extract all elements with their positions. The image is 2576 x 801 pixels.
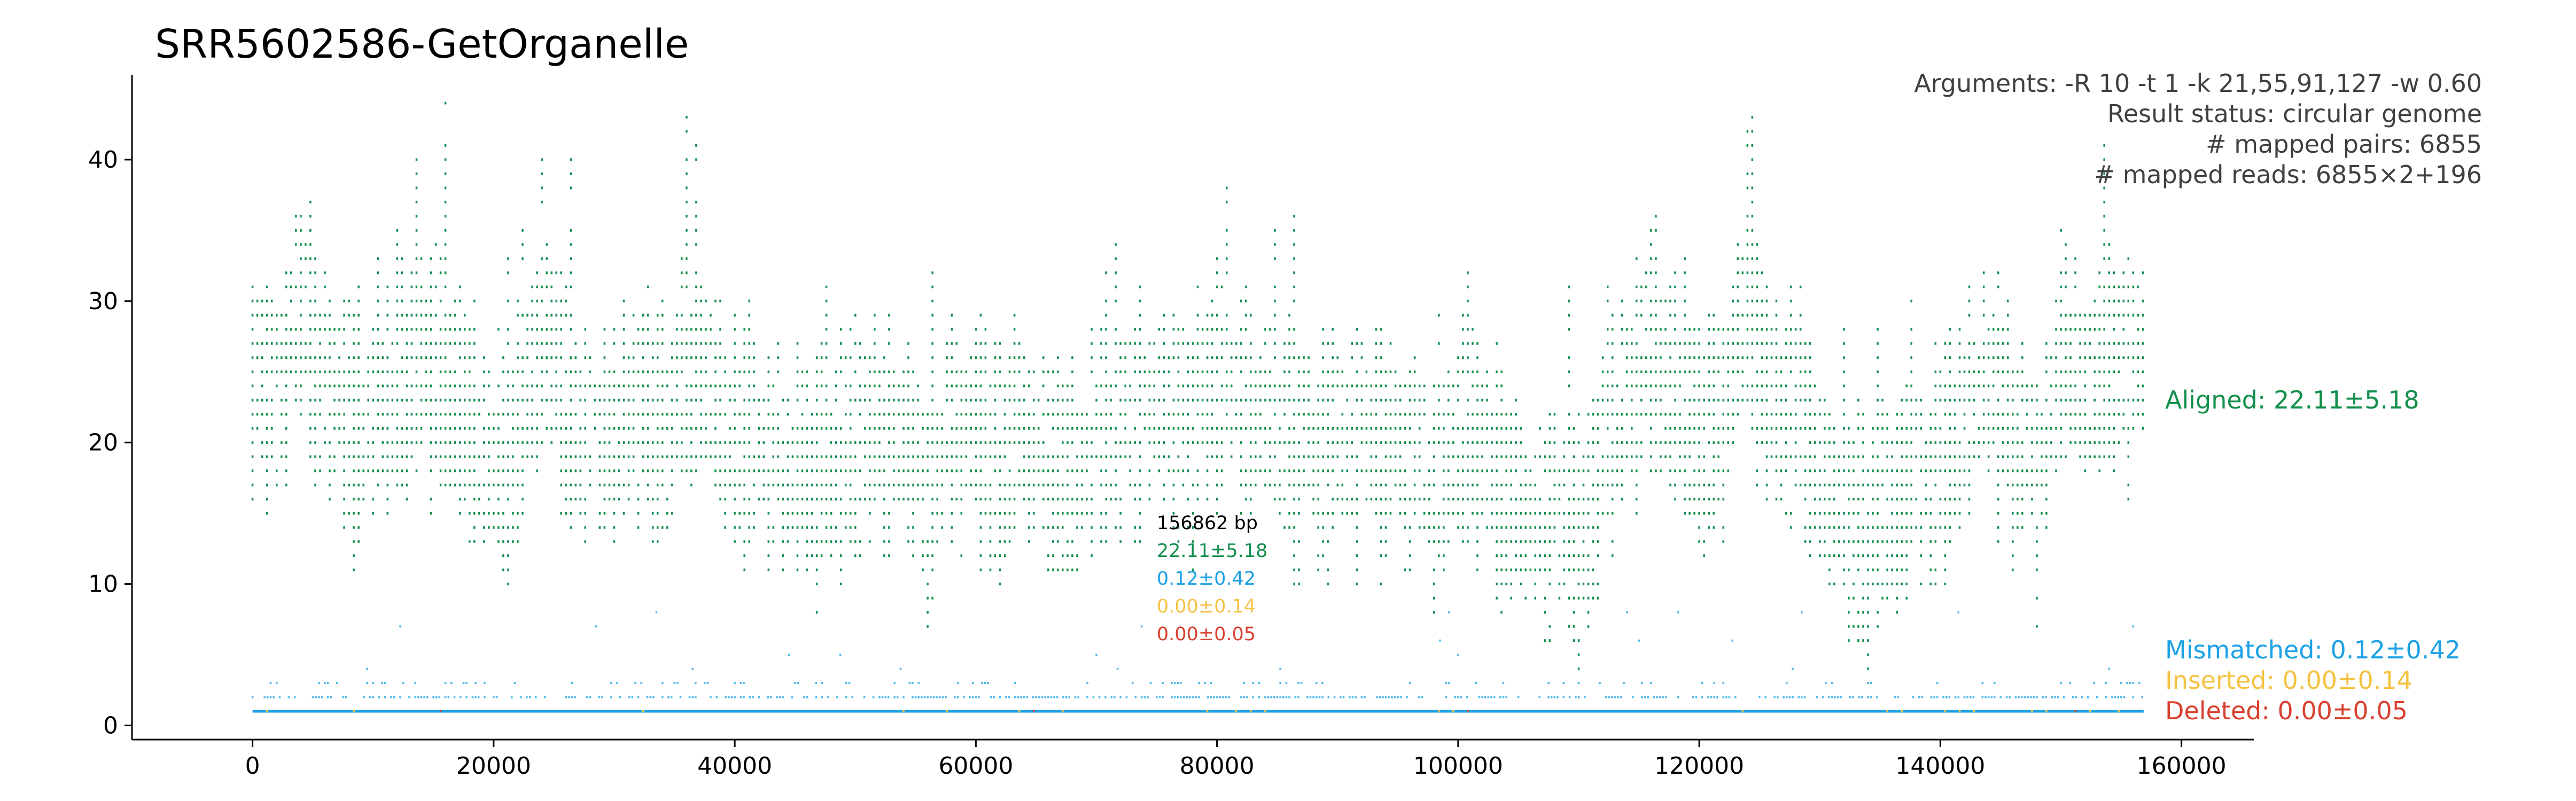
center-annotation: 156862 bp 22.11±5.18 0.12±0.42 0.00±0.14…	[1157, 513, 1267, 645]
x-tick-label: 140000	[1895, 752, 1985, 780]
mismatched-points	[251, 611, 2144, 713]
y-tick-label: 30	[88, 288, 118, 315]
annotation-deleted: 0.00±0.05	[1157, 624, 1256, 645]
annotation-inserted: 0.00±0.14	[1157, 596, 1256, 617]
annotation-length: 156862 bp	[1157, 513, 1258, 534]
mismatched-series	[251, 611, 2144, 698]
info-block: Arguments: -R 10 -t 1 -k 21,55,91,127 -w…	[1914, 69, 2482, 189]
x-tick-label: 0	[245, 752, 260, 780]
legend-deleted: Deleted: 0.00±0.05	[2165, 696, 2408, 725]
y-tick-label: 40	[88, 146, 118, 174]
y-tick-label: 20	[88, 429, 118, 457]
info-arguments: Arguments: -R 10 -t 1 -k 21,55,91,127 -w…	[1914, 69, 2482, 98]
x-tick-label: 120000	[1654, 752, 1744, 780]
x-tick-label: 100000	[1413, 752, 1503, 780]
info-mapped-reads: # mapped reads: 6855×2+196	[2094, 160, 2482, 189]
deleted-series	[439, 710, 2076, 712]
deleted-points	[439, 710, 2076, 712]
annotation-mismatched: 0.12±0.42	[1157, 568, 1256, 590]
info-mapped-pairs: # mapped pairs: 6855	[2206, 130, 2482, 159]
legend-aligned: Aligned: 22.11±5.18	[2165, 386, 2419, 414]
x-tick-label: 60000	[938, 752, 1013, 780]
y-tick-label: 10	[88, 571, 118, 598]
aligned-points	[251, 101, 2144, 671]
chart-title: SRR5602586-GetOrganelle	[155, 21, 689, 67]
x-axis-ticks: 0 20000 40000 60000 80000 100000 120000 140000 1…	[245, 740, 2227, 780]
legend-mismatched: Mismatched: 0.12±0.42	[2165, 635, 2461, 664]
annotation-aligned: 22.11±5.18	[1157, 540, 1267, 562]
x-tick-label: 20000	[456, 752, 531, 780]
aligned-series	[251, 101, 2144, 671]
x-tick-label: 80000	[1180, 752, 1255, 780]
legend: Aligned: 22.11±5.18 Mismatched: 0.12±0.4…	[2165, 386, 2461, 725]
info-result-status: Result status: circular genome	[2107, 99, 2482, 128]
y-axis-ticks: 0 10 20 30 40	[88, 146, 132, 740]
x-tick-label: 160000	[2137, 752, 2227, 780]
legend-inserted: Inserted: 0.00±0.14	[2165, 666, 2412, 695]
x-tick-label: 40000	[697, 752, 772, 780]
y-tick-label: 0	[103, 712, 118, 740]
